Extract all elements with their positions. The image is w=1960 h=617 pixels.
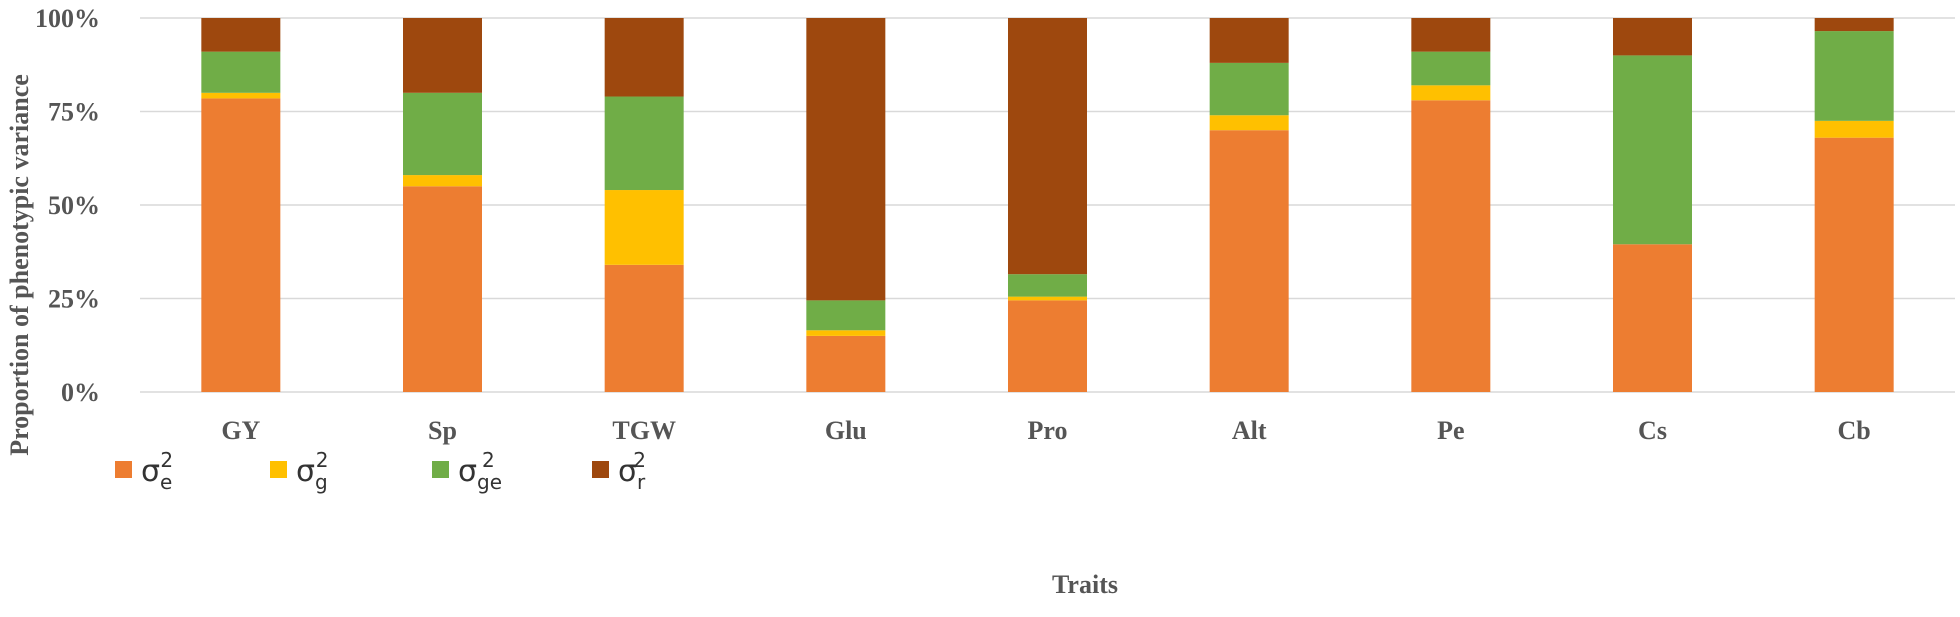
- bar-segment: [1008, 274, 1087, 297]
- x-tick-label: Sp: [428, 416, 457, 445]
- legend-swatch: [432, 461, 449, 478]
- legend-label: σe2: [141, 448, 173, 494]
- bar-segment: [201, 98, 281, 392]
- y-tick-label: 50%: [48, 191, 100, 220]
- legend-item: σg2: [270, 448, 328, 494]
- legend-label: σr2: [618, 448, 646, 494]
- bar-segment: [1814, 31, 1894, 121]
- bar-segment: [806, 18, 886, 301]
- x-tick-label: Pro: [1028, 416, 1068, 445]
- bar-segment: [604, 264, 684, 392]
- bar-segment: [201, 18, 281, 52]
- y-tick-label: 0%: [61, 378, 100, 407]
- bar-segment: [806, 335, 886, 392]
- bar-segment: [604, 96, 684, 191]
- legend-swatch: [115, 461, 132, 478]
- bar-segment: [1814, 137, 1894, 392]
- legend-swatch: [270, 461, 287, 478]
- legend-swatch: [592, 461, 609, 478]
- legend: σe2 σg2 σge2 σr2: [115, 448, 646, 494]
- y-tick-label: 75%: [48, 98, 100, 127]
- x-tick-label: Cs: [1638, 416, 1667, 445]
- bar-segment: [1814, 120, 1894, 138]
- bar-segment: [1008, 296, 1087, 301]
- bar-segment: [403, 18, 482, 93]
- bar-segment: [1411, 51, 1491, 86]
- y-tick-label: 25%: [48, 285, 100, 314]
- x-tick-label: Alt: [1232, 416, 1267, 445]
- y-tick-label: 100%: [35, 4, 100, 33]
- x-axis-title: Traits: [1052, 570, 1118, 599]
- x-tick-label: Pe: [1437, 416, 1464, 445]
- bars: [201, 18, 1894, 392]
- bar-segment: [1008, 300, 1087, 392]
- legend-item: σe2: [115, 448, 173, 494]
- bar-segment: [1613, 18, 1692, 56]
- bar-segment: [604, 18, 684, 97]
- bar-segment: [403, 175, 482, 187]
- bar-segment: [806, 330, 886, 336]
- bar-segment: [1411, 18, 1491, 52]
- x-tick-label: TGW: [612, 416, 676, 445]
- bar-segment: [403, 186, 482, 392]
- x-tick-label: GY: [221, 416, 260, 445]
- bar-segment: [201, 92, 281, 99]
- legend-item: σge2: [432, 448, 502, 494]
- legend-item: σr2: [592, 448, 646, 494]
- bar-segment: [1209, 130, 1289, 392]
- legend-label: σg2: [296, 448, 328, 494]
- bar-segment: [1209, 18, 1289, 63]
- y-axis-ticks: 0% 25% 50% 75% 100%: [35, 4, 100, 407]
- bar-segment: [1209, 115, 1289, 131]
- bar-segment: [1411, 100, 1491, 392]
- bar-segment: [403, 92, 482, 176]
- x-axis-ticks: GY Sp TGW Glu Pro Alt Pe Cs Cb: [221, 416, 1870, 445]
- bar-segment: [201, 51, 281, 93]
- bar-segment: [1613, 55, 1692, 245]
- x-tick-label: Cb: [1838, 416, 1871, 445]
- bar-segment: [1814, 18, 1894, 32]
- x-tick-label: Glu: [825, 416, 867, 445]
- bar-segment: [1411, 85, 1491, 101]
- bar-segment: [1209, 62, 1289, 116]
- y-axis-title: Proportion of phenotypic variance: [5, 74, 34, 456]
- bar-segment: [604, 190, 684, 265]
- bar-segment: [1613, 244, 1692, 392]
- bar-segment: [1008, 18, 1087, 275]
- bar-segment: [806, 300, 886, 331]
- legend-label: σge2: [458, 448, 502, 494]
